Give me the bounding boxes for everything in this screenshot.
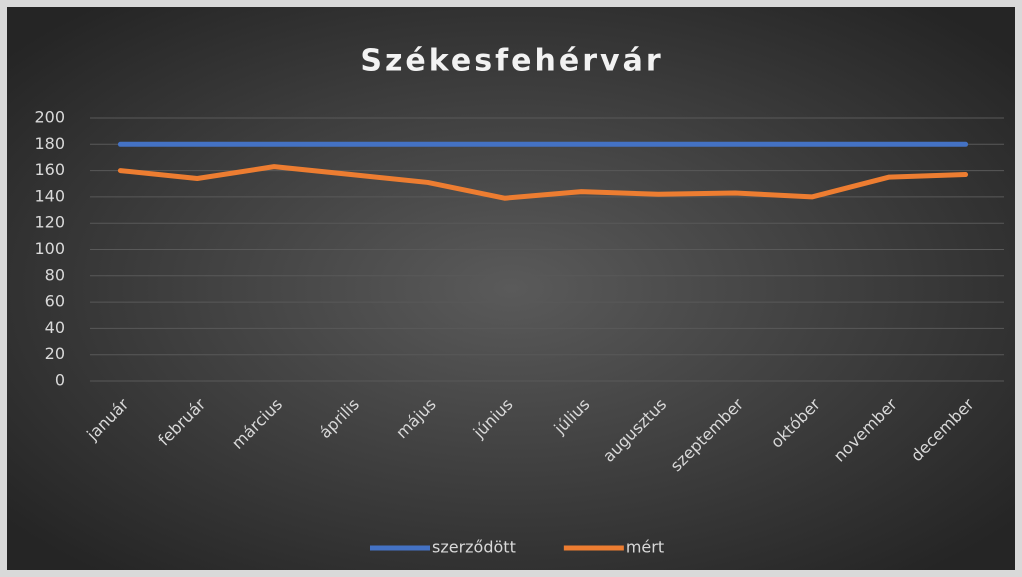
y-tick-label: 120 [34,213,65,232]
y-tick-label: 180 [34,134,65,153]
y-tick-label: 80 [45,265,65,284]
y-tick-label: 200 [34,108,65,127]
series-line [117,164,969,201]
y-tick-label: 40 [45,318,65,337]
y-tick-label: 100 [34,239,65,258]
y-tick-label: 160 [34,160,65,179]
y-tick-label: 140 [34,186,65,205]
legend-label: mért [626,538,664,557]
chart-background [7,7,1015,570]
chart-title: Székesfehérvár [360,44,663,79]
legend-label: szerződött [432,538,516,557]
y-tick-label: 60 [45,292,65,311]
y-tick-label: 0 [55,371,65,390]
y-tick-label: 20 [45,344,65,363]
